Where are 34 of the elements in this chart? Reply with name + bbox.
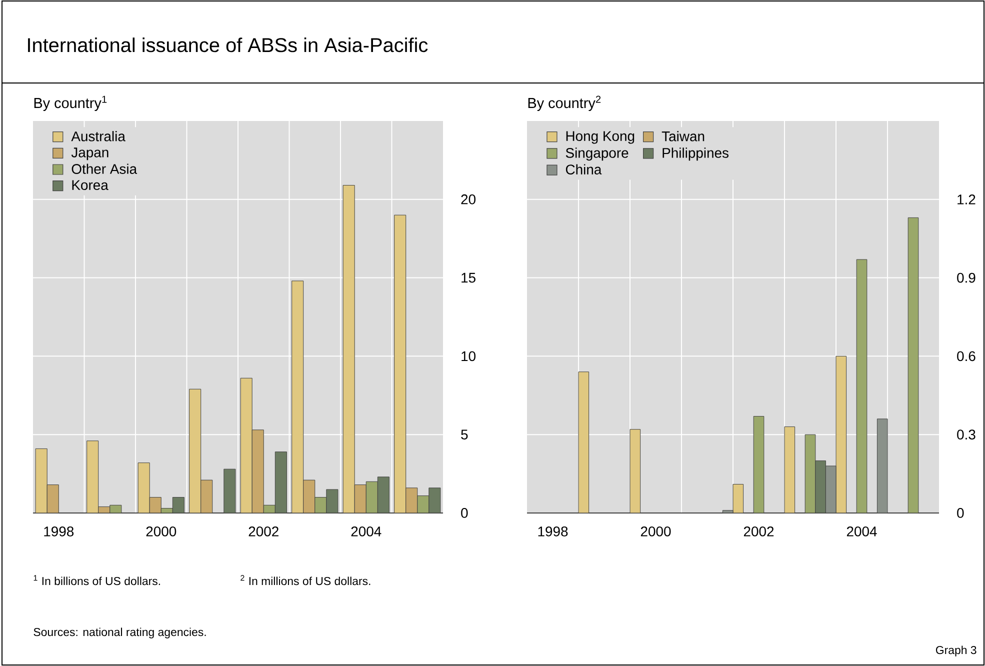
- y-tick-label: 15: [462, 272, 476, 283]
- x-tick-label: 2002: [248, 526, 278, 536]
- text: $^{2}$ In millions of US dollars.: [240, 575, 370, 586]
- y-tick-label: 20: [461, 194, 476, 204]
- legend-label: China: [566, 164, 602, 174]
- legend-label: Philippines: [662, 148, 729, 161]
- y-tick-label: 0: [461, 508, 468, 518]
- legend-label: Japan: [71, 148, 108, 160]
- y-tick-label: 0: [957, 508, 964, 518]
- x-tick-label: 2000: [146, 526, 176, 536]
- chart-subtitle: By country$^{1}$: [34, 96, 107, 111]
- chart-subtitle: By country$^{2}$: [528, 96, 601, 111]
- text: $^{1}$ In billions of US dollars.: [34, 575, 160, 586]
- legend-label: Australia: [71, 131, 126, 142]
- legend-label: Taiwan: [662, 131, 704, 142]
- x-tick-label: 2004: [351, 526, 382, 536]
- chart-title: International issuance of ABSs in Asia-Pacific: [28, 38, 428, 52]
- x-tick-label: 1998: [538, 526, 568, 536]
- y-tick-label: 10: [462, 351, 476, 362]
- x-tick-label: 2002: [744, 526, 774, 536]
- y-tick-label: 0.3: [957, 430, 976, 440]
- x-tick-label: 1998: [44, 526, 74, 536]
- source-note: Sources: national rating agencies.: [34, 628, 206, 638]
- x-tick-label: 2004: [846, 526, 877, 536]
- y-tick-label: 0.9: [957, 272, 976, 283]
- legend-label: Korea: [72, 180, 108, 190]
- caption: Graph 3: [936, 646, 976, 656]
- x-tick-label: 2000: [640, 526, 671, 536]
- y-tick-label: 1.2: [958, 194, 976, 204]
- legend-label: Other Asia: [72, 164, 138, 174]
- y-tick-label: 0.6: [957, 351, 976, 362]
- legend-label: Hong Kong: [566, 131, 634, 144]
- y-tick-label: 5: [461, 430, 468, 440]
- legend-label: Singapore: [566, 148, 628, 161]
